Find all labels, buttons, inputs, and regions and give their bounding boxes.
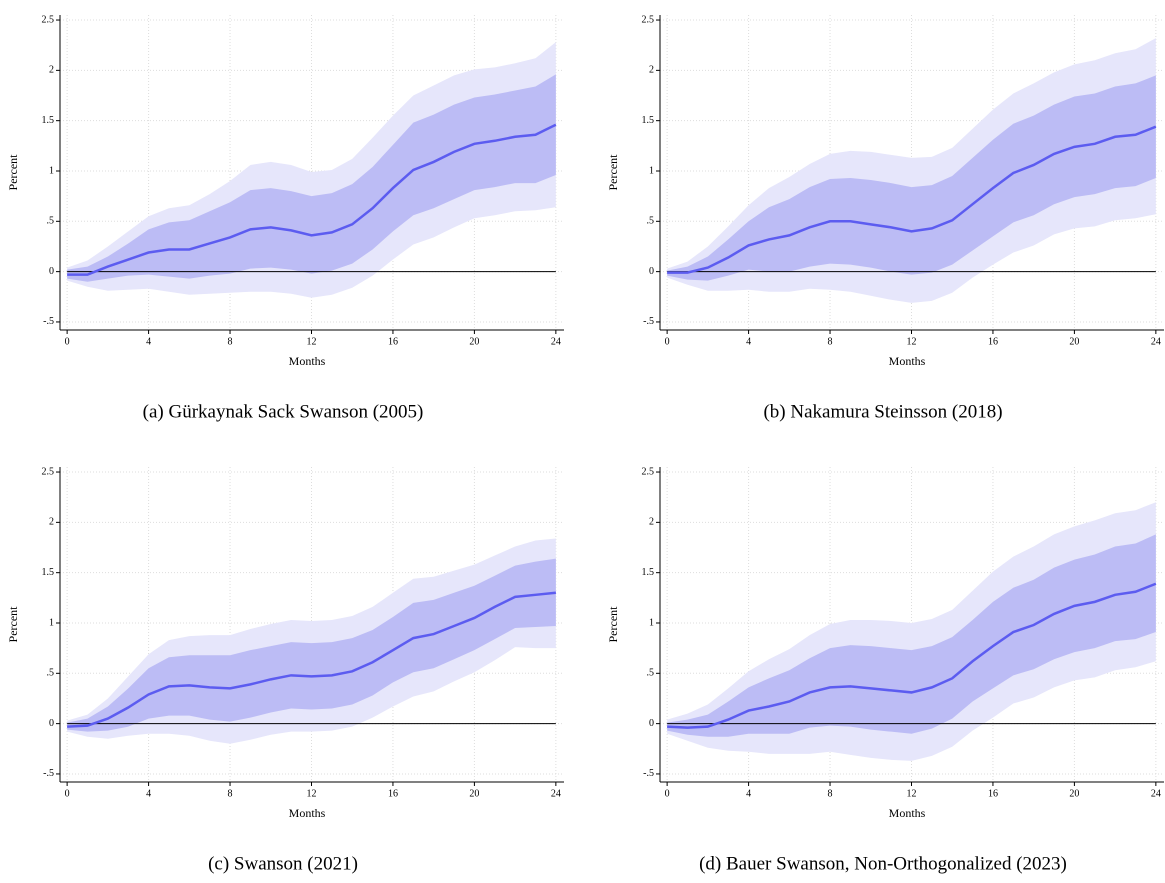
y-tick-label: 0 xyxy=(49,266,54,277)
y-tick-label: 2 xyxy=(649,517,654,528)
x-tick-label: 16 xyxy=(988,788,998,799)
x-tick-label: 24 xyxy=(1151,788,1161,799)
y-tick-label: 2 xyxy=(49,517,54,528)
x-tick-label: 16 xyxy=(388,336,398,347)
y-tick-label: .5 xyxy=(47,668,55,679)
y-tick-label: 2 xyxy=(649,65,654,76)
y-axis-label: Percent xyxy=(606,154,620,191)
y-tick-label: 1 xyxy=(649,165,654,176)
y-tick-label: .5 xyxy=(47,216,55,227)
x-axis-label: Months xyxy=(289,354,326,368)
x-tick-label: 20 xyxy=(469,788,479,799)
x-tick-label: 0 xyxy=(665,336,670,347)
y-axis-label: Percent xyxy=(606,606,620,643)
x-tick-label: 0 xyxy=(665,788,670,799)
x-tick-label: 12 xyxy=(906,788,916,799)
y-tick-label: 0 xyxy=(649,266,654,277)
y-tick-label: 2.5 xyxy=(42,14,55,25)
y-tick-label: 1.5 xyxy=(642,115,655,126)
caption: (c) Swanson (2021) xyxy=(208,853,358,874)
x-axis-label: Months xyxy=(289,806,326,820)
x-tick-label: 24 xyxy=(551,336,561,347)
y-tick-label: .5 xyxy=(647,668,655,679)
y-tick-label: 1 xyxy=(649,617,654,628)
y-tick-label: -.5 xyxy=(43,768,54,779)
y-tick-label: 1.5 xyxy=(642,567,655,578)
confidence-band xyxy=(667,534,1156,737)
x-tick-label: 24 xyxy=(1151,336,1161,347)
y-tick-label: 2.5 xyxy=(42,466,55,477)
confidence-band xyxy=(67,74,556,282)
y-tick-label: 2.5 xyxy=(642,466,655,477)
x-tick-label: 20 xyxy=(469,336,479,347)
y-tick-label: 0 xyxy=(49,718,54,729)
y-tick-label: 1.5 xyxy=(42,115,55,126)
y-tick-label: 1.5 xyxy=(42,567,55,578)
x-axis-label: Months xyxy=(889,806,926,820)
y-tick-label: -.5 xyxy=(43,316,54,327)
line xyxy=(67,591,556,728)
x-tick-label: 24 xyxy=(551,788,561,799)
x-tick-label: 0 xyxy=(65,788,70,799)
x-tick-label: 12 xyxy=(306,788,316,799)
line xyxy=(667,582,1157,729)
x-tick-label: 12 xyxy=(306,336,316,347)
x-tick-label: 16 xyxy=(388,788,398,799)
x-tick-label: 4 xyxy=(146,336,151,347)
y-tick-label: -.5 xyxy=(643,316,654,327)
line xyxy=(67,123,557,276)
x-tick-label: 8 xyxy=(828,788,833,799)
confidence-band xyxy=(667,75,1156,281)
x-tick-label: 4 xyxy=(746,788,751,799)
confidence-band xyxy=(67,558,556,732)
x-tick-label: 16 xyxy=(988,336,998,347)
x-tick-label: 4 xyxy=(146,788,151,799)
x-tick-label: 4 xyxy=(746,336,751,347)
y-tick-label: 2 xyxy=(49,65,54,76)
x-tick-label: 0 xyxy=(65,336,70,347)
y-tick-label: 0 xyxy=(649,718,654,729)
line xyxy=(667,125,1157,274)
caption: (b) Nakamura Steinsson (2018) xyxy=(763,401,1002,422)
x-tick-label: 8 xyxy=(228,788,233,799)
y-tick-label: 1 xyxy=(49,165,54,176)
y-tick-label: 1 xyxy=(49,617,54,628)
y-tick-label: .5 xyxy=(647,216,655,227)
y-axis-label: Percent xyxy=(6,154,20,191)
y-tick-label: 2.5 xyxy=(642,14,655,25)
x-tick-label: 12 xyxy=(906,336,916,347)
caption: (a) Gürkaynak Sack Swanson (2005) xyxy=(143,401,424,422)
x-tick-label: 20 xyxy=(1069,788,1079,799)
x-tick-label: 8 xyxy=(828,336,833,347)
y-axis-label: Percent xyxy=(6,606,20,643)
x-tick-label: 20 xyxy=(1069,336,1079,347)
x-axis-label: Months xyxy=(889,354,926,368)
caption: (d) Bauer Swanson, Non-Orthogonalized (2… xyxy=(699,853,1067,874)
x-tick-label: 8 xyxy=(228,336,233,347)
y-tick-label: -.5 xyxy=(643,768,654,779)
